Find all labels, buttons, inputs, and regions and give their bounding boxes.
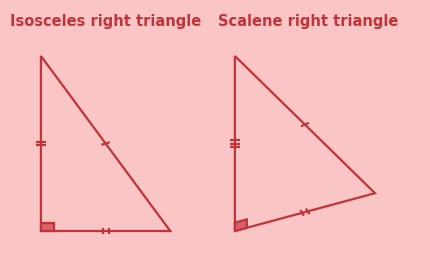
Text: Isosceles right triangle: Isosceles right triangle: [10, 14, 201, 29]
Polygon shape: [234, 219, 246, 231]
Text: Scalene right triangle: Scalene right triangle: [218, 14, 397, 29]
Polygon shape: [41, 223, 54, 231]
